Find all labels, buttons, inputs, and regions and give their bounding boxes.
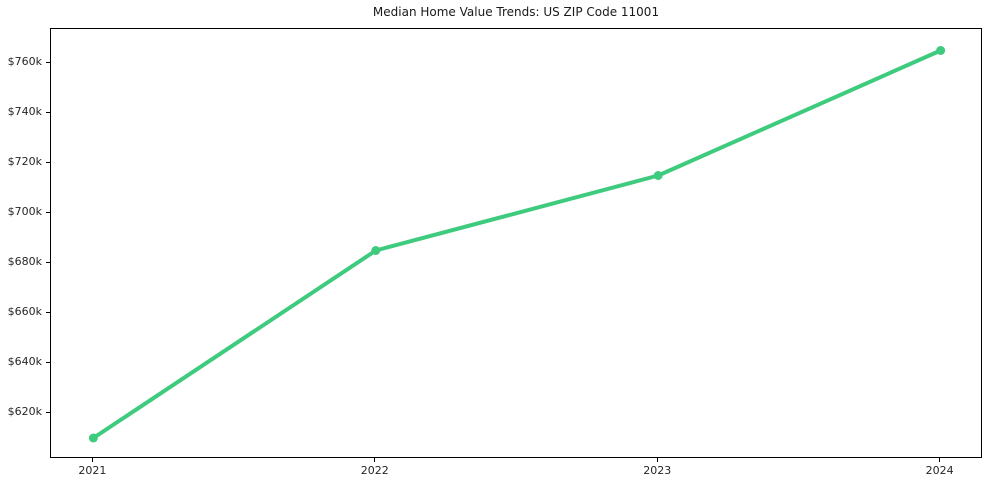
x-tick-mark — [939, 458, 941, 462]
y-tick-label: $660k — [7, 305, 42, 318]
y-tick-label: $760k — [7, 55, 42, 68]
data-point-2021 — [88, 433, 98, 443]
y-tick-mark — [45, 111, 50, 113]
data-point-2022 — [371, 246, 381, 255]
x-tick-mark — [656, 458, 658, 462]
x-tick-label: 2024 — [925, 464, 954, 477]
line-series — [88, 46, 946, 443]
data-point-2023 — [653, 171, 663, 180]
y-tick-mark — [45, 361, 50, 363]
y-tick-label: $720k — [7, 155, 42, 168]
chart-title: Median Home Value Trends: US ZIP Code 11… — [372, 5, 660, 19]
plot-area — [50, 28, 982, 458]
y-tick-mark — [45, 211, 50, 213]
y-tick-mark — [45, 261, 50, 263]
x-tick-mark — [91, 458, 93, 462]
x-tick-label: 2022 — [360, 464, 389, 477]
y-tick-mark — [45, 411, 50, 413]
y-tick-mark — [45, 161, 50, 163]
y-tick-label: $640k — [7, 355, 42, 368]
series-line — [91, 48, 943, 440]
y-tick-label: $620k — [7, 405, 42, 418]
y-tick-label: $700k — [7, 205, 42, 218]
y-tick-label: $680k — [7, 255, 42, 268]
x-tick-label: 2023 — [643, 464, 672, 477]
x-tick-label: 2021 — [78, 464, 107, 477]
y-tick-label: $740k — [7, 105, 42, 118]
x-tick-mark — [374, 458, 376, 462]
data-point-2024 — [936, 46, 946, 55]
y-tick-mark — [45, 61, 50, 63]
y-tick-mark — [45, 311, 50, 313]
